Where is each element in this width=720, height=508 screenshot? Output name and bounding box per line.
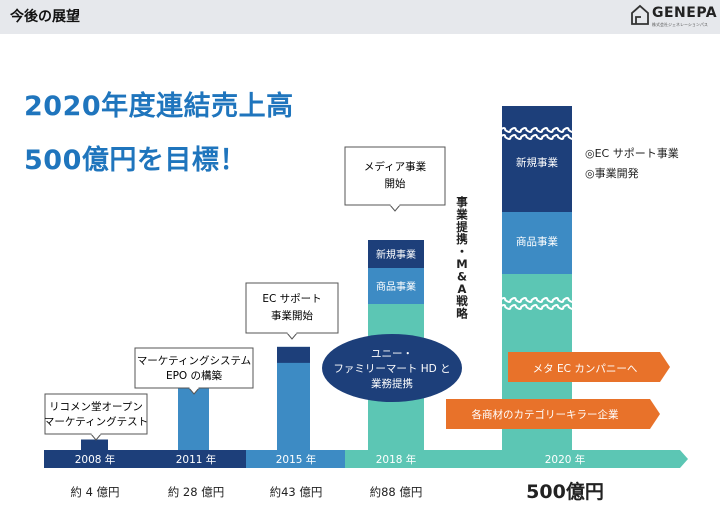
arrow-meta-ec-text: メタ EC カンパニーへ: [533, 363, 638, 375]
bar-2018-product: [368, 268, 424, 304]
timeline-year-label: 2008 年: [75, 453, 116, 466]
timeline-year-label: 2015 年: [276, 453, 317, 466]
timeline-segment: [246, 450, 345, 468]
page-title: 今後の展望: [10, 9, 80, 25]
bar-2020-segment-label: 商品事業: [516, 235, 558, 248]
strategy-vertical-text: 戦: [456, 294, 468, 308]
bar-2018-new: [368, 240, 424, 268]
timeline-segment: [44, 450, 145, 468]
alliance-ellipse: [322, 334, 462, 402]
bar-2015-top: [277, 346, 310, 363]
strategy-vertical-text: A: [458, 282, 467, 296]
revenue-value-label: 約 4 億円: [70, 485, 119, 499]
header-bar: 今後の展望 GENEPA 株式会社ジェネレーションパス: [0, 0, 720, 34]
right-note-text: ◎事業開発: [585, 166, 639, 180]
callout-2015: [245, 282, 339, 334]
arrow-category-killer-text: 各商材のカテゴリーキラー企業: [472, 408, 619, 421]
callout-2015-text: EC サポート: [262, 293, 321, 305]
strategy-vertical-text: 業: [455, 207, 468, 221]
timeline-year-label: 2011 年: [176, 453, 217, 466]
company-logo: GENEPA 株式会社ジェネレーションパス: [630, 4, 718, 30]
callout-2011-pointer: [188, 387, 200, 395]
timeline-arrow: [446, 450, 688, 468]
strategy-vertical-text: 提: [456, 220, 468, 234]
timeline-segment: [345, 450, 446, 468]
alliance-text: ファミリーマート HD と: [333, 363, 450, 375]
revenue-value-label: 500億円: [526, 480, 604, 503]
alliance-text: ユニー・: [371, 348, 413, 360]
bar-2018-segment-label: 新規事業: [376, 248, 416, 261]
right-note-text: ◎EC サポート事業: [585, 147, 679, 160]
strategy-vertical-text: 事: [456, 195, 468, 209]
strategy-vertical-text: ・: [456, 245, 468, 259]
bar-break-line: [499, 304, 575, 310]
bar-2020-product: [502, 212, 572, 274]
headline-line1: 2020年度連結売上高: [24, 91, 294, 122]
bar-break-line: [499, 127, 575, 133]
revenue-value-label: 約43 億円: [270, 485, 323, 499]
timeline-year-label: 2018 年: [376, 453, 417, 466]
callout-2018-pointer: [389, 204, 401, 212]
revenue-value-label: 約88 億円: [370, 485, 423, 499]
callout-2008-pointer: [90, 433, 102, 441]
timeline-segment: [145, 450, 246, 468]
callout-2018: [344, 146, 446, 206]
strategy-vertical-text: 携: [456, 232, 468, 246]
bar-break-line: [499, 134, 575, 140]
callout-2015-text: 事業開始: [271, 309, 313, 322]
strategy-vertical-text: M: [456, 257, 467, 271]
bar-2008: [81, 439, 108, 450]
callout-2011-text: EPO の構築: [166, 369, 223, 382]
callout-2018-text: 開始: [385, 177, 406, 190]
bar-2020-segment-label: 新規事業: [516, 156, 558, 169]
arrow-category-killer: [446, 399, 660, 429]
callout-2015-pointer: [286, 332, 298, 340]
revenue-value-label: 約 28 億円: [168, 485, 224, 499]
timeline-year-label: 2020 年: [545, 453, 586, 466]
logo-subtext: 株式会社ジェネレーションパス: [652, 22, 708, 27]
callout-2008: [44, 393, 148, 435]
callout-2008-text: リコメン堂オープン: [49, 401, 143, 413]
callout-2018-text: メディア事業: [364, 160, 427, 173]
arrow-meta-ec: [508, 352, 670, 382]
bar-2018-segment-label: 商品事業: [376, 280, 416, 293]
alliance-text: 業務提携: [371, 377, 413, 390]
headline-line2: 500億円を目標！: [24, 145, 247, 176]
logo-text: GENEPA: [652, 5, 718, 21]
bar-2020-new: [502, 106, 572, 212]
bar-break-line: [499, 297, 575, 303]
bar-2015: [277, 346, 310, 450]
strategy-vertical-text: 略: [456, 307, 468, 321]
callout-2011-text: マーケティングシステム: [137, 354, 251, 367]
callout-2008-text: マーケティングテスト: [44, 415, 148, 428]
callout-2011: [134, 347, 254, 389]
strategy-vertical-text: &: [457, 269, 467, 283]
house-logo-icon: [631, 4, 649, 25]
